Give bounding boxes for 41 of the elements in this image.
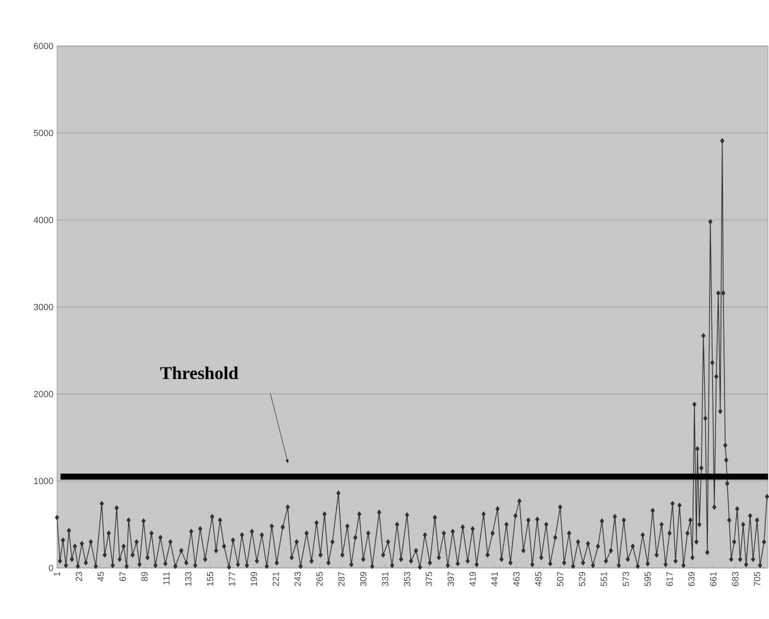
x-tick-label: 133 xyxy=(185,572,192,586)
x-tick-label: 287 xyxy=(338,572,345,586)
x-tick-label: 595 xyxy=(644,572,651,586)
x-tick-label: 639 xyxy=(688,572,695,586)
x-tick-label: 683 xyxy=(732,572,738,586)
x-tick-label: 463 xyxy=(513,572,520,586)
x-tick-label: 353 xyxy=(404,572,410,586)
x-tick-label: 661 xyxy=(710,572,716,586)
x-tick-label: 23 xyxy=(76,572,82,582)
x-tick-label: 265 xyxy=(316,572,323,586)
y-tick-label: 4000 xyxy=(34,216,54,224)
x-tick-label: 155 xyxy=(207,572,214,586)
y-tick-label: 5000 xyxy=(34,130,54,136)
x-tick-label: 617 xyxy=(666,572,673,586)
x-tick-label: 331 xyxy=(382,572,388,586)
x-tick-label: 397 xyxy=(448,572,454,586)
x-tick-label: 89 xyxy=(141,572,148,582)
y-tick-label: 3000 xyxy=(34,304,54,310)
y-tick-label: 2000 xyxy=(34,390,54,398)
x-tick-label: 529 xyxy=(578,572,586,586)
x-tick-label: 551 xyxy=(600,572,608,586)
ref-line-label: Threshold xyxy=(160,366,238,380)
y-tick-label: 0 xyxy=(48,564,54,572)
x-tick-label: 45 xyxy=(98,572,104,582)
x-tick-label: 177 xyxy=(228,572,236,586)
x-tick-label: 485 xyxy=(535,572,542,586)
x-tick-label: 199 xyxy=(250,572,258,586)
y-tick-label: 1000 xyxy=(34,478,54,484)
x-tick-label: 67 xyxy=(119,572,126,582)
x-tick-label: 441 xyxy=(491,572,498,586)
x-tick-label: 573 xyxy=(622,572,629,586)
x-tick-label: 243 xyxy=(294,572,301,586)
y-tick-label: 6000 xyxy=(34,42,54,50)
x-tick-label: 309 xyxy=(360,572,366,586)
x-tick-label: 1 xyxy=(54,572,60,576)
x-tick-label: 375 xyxy=(426,572,432,586)
x-tick-label: 507 xyxy=(557,572,564,586)
x-tick-label: 705 xyxy=(754,572,760,586)
x-tick-label: 221 xyxy=(272,572,279,586)
x-tick-label: 111 xyxy=(163,572,170,584)
x-tick-label: 419 xyxy=(469,572,476,586)
